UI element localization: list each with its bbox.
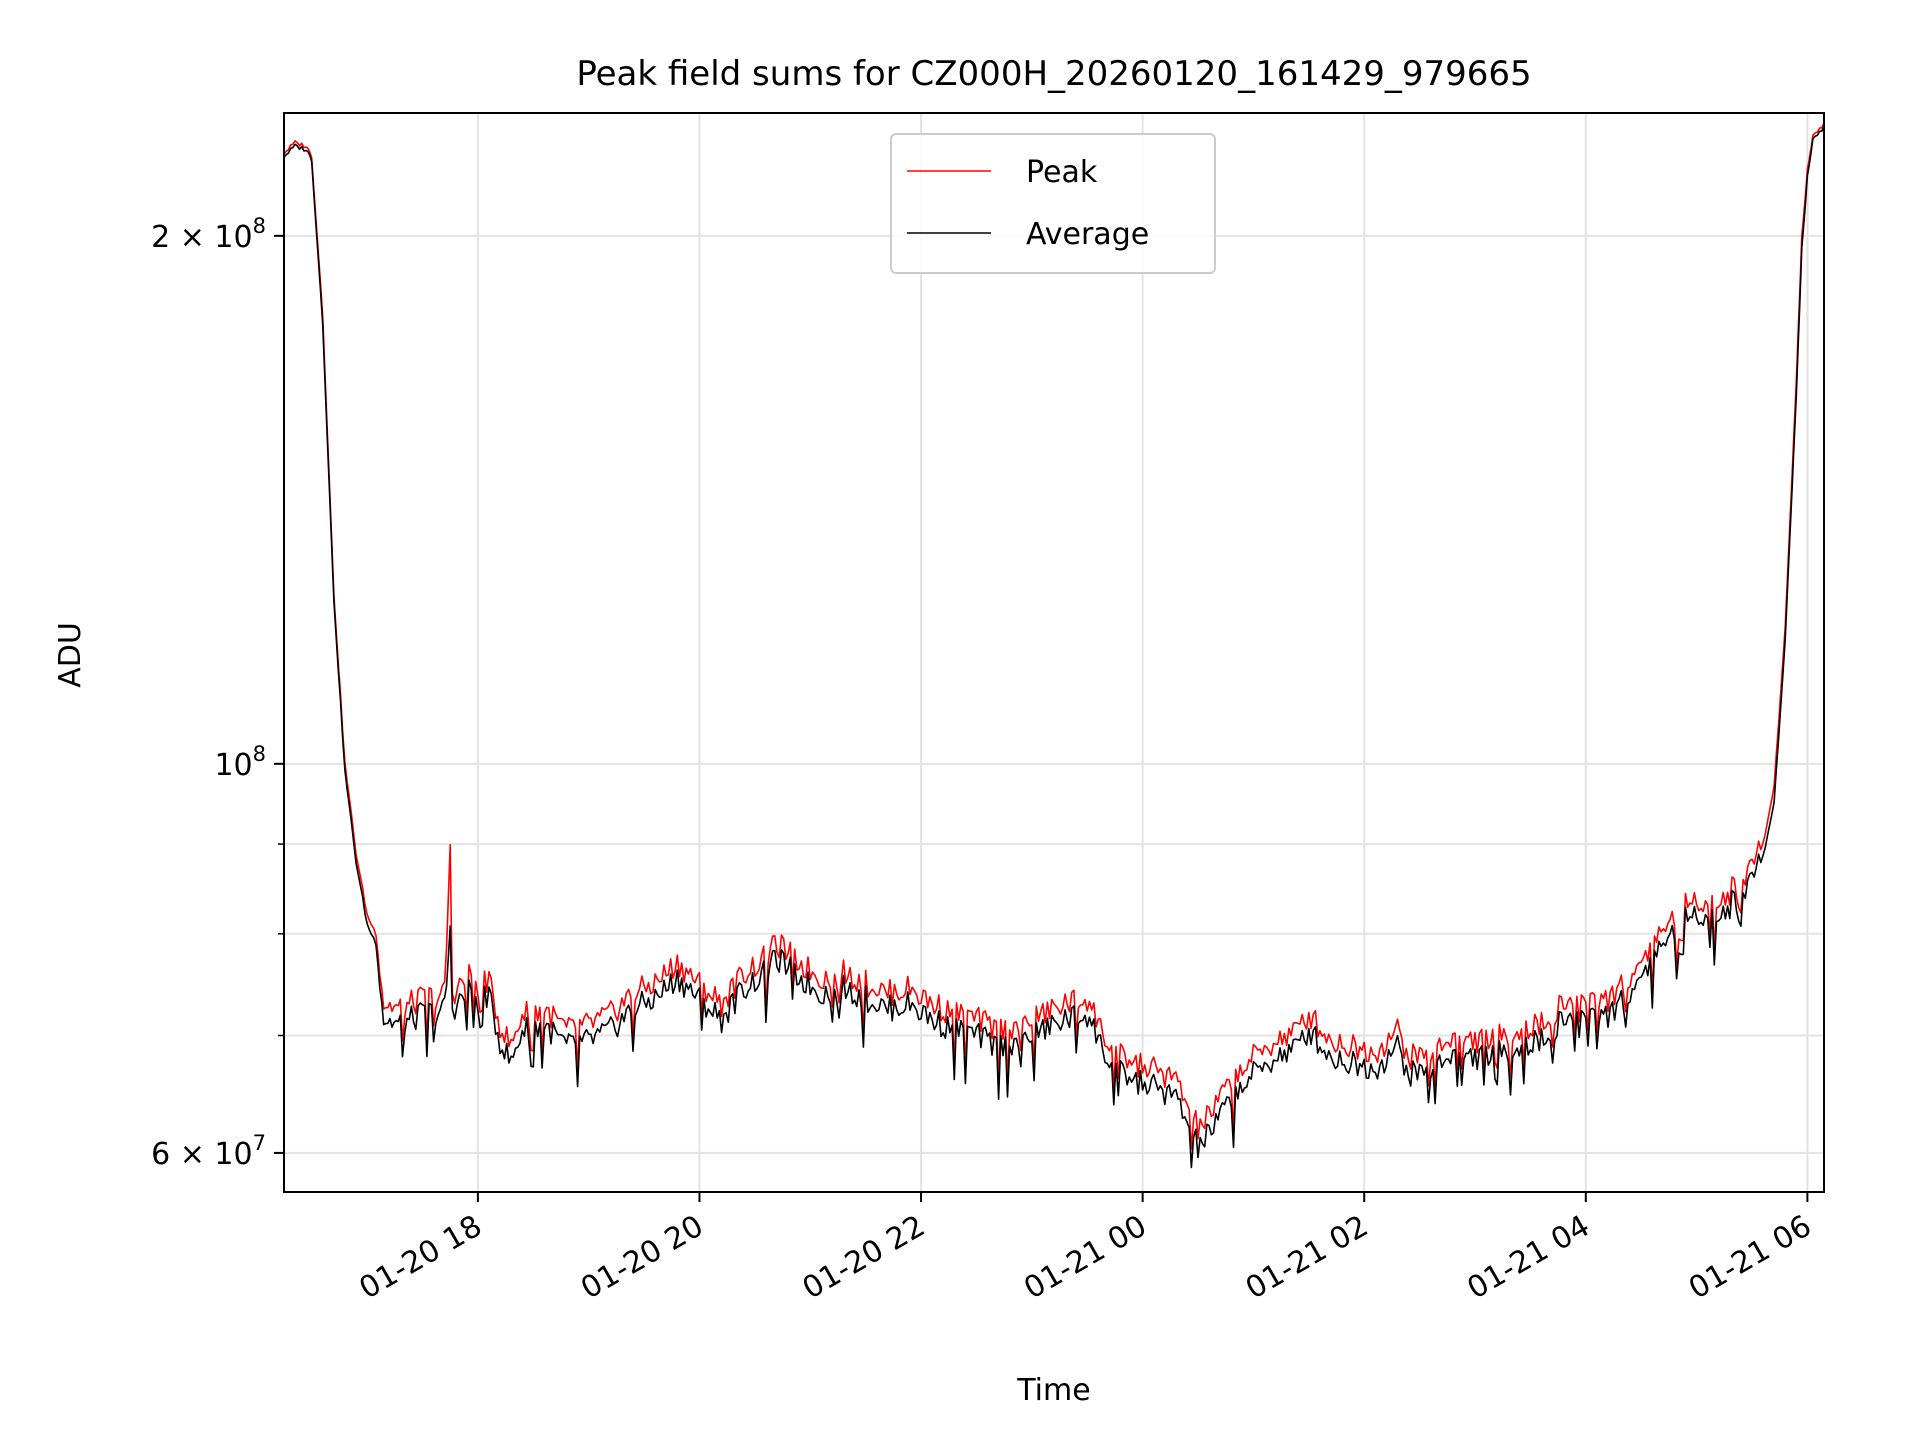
- chart-title: Peak field sums for CZ000H_20260120_1614…: [576, 54, 1531, 94]
- y-tick-label: 2 × 108: [151, 214, 266, 255]
- legend-average-label: Average: [1026, 217, 1149, 252]
- legend-peak-label: Peak: [1026, 155, 1098, 190]
- series-line-average: [283, 125, 1825, 1169]
- series-layer: [283, 122, 1825, 1169]
- legend: Peak Average: [890, 133, 1216, 274]
- series-line-peak: [283, 122, 1825, 1150]
- y-tick-label: 6 × 107: [151, 1131, 266, 1172]
- legend-box: [890, 133, 1216, 274]
- x-axis-label: Time: [1016, 1373, 1090, 1408]
- y-axis-label: ADU: [53, 622, 88, 688]
- plot-frame: [283, 112, 1825, 1193]
